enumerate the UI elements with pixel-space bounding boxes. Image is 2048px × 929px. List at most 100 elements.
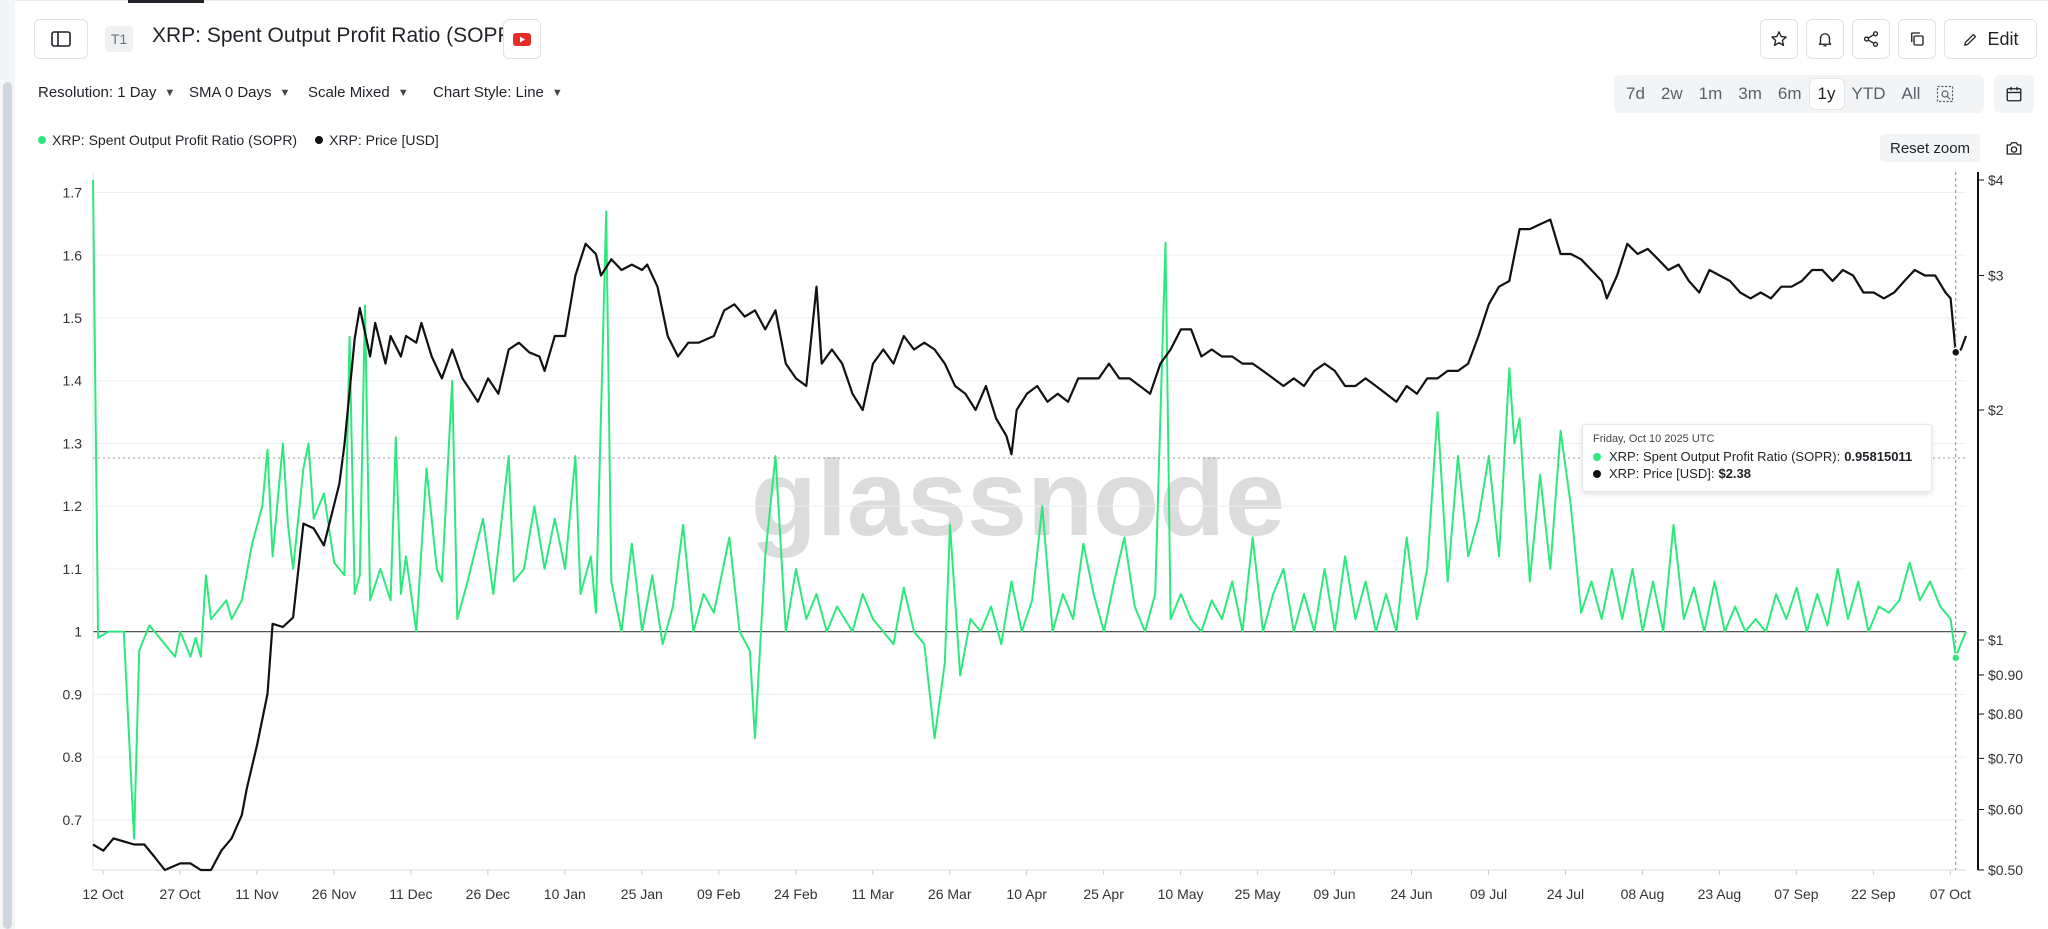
scale-label: Scale Mixed [308,84,390,101]
x-tick-label: 10 May [1158,886,1204,902]
sidebar-toggle-button[interactable] [34,19,88,59]
legend-label: XRP: Spent Output Profit Ratio (SOPR) [52,132,298,148]
chart-style-label: Chart Style: Line [433,84,544,101]
chevron-down-icon: ▼ [164,86,176,99]
chevron-down-icon: ▼ [551,86,563,99]
screenshot-button[interactable] [2000,134,2028,162]
series-lines [92,179,1968,872]
sopr-line [92,179,1967,840]
sma-label: SMA 0 Days [189,84,272,101]
x-tick-label: 25 Jan [621,886,663,902]
crosshair-point-sopr [1950,653,1961,663]
range-ytd[interactable]: YTD [1851,84,1886,103]
favorite-button[interactable] [1760,19,1798,59]
alert-button[interactable] [1806,19,1844,59]
x-tick-label: 11 Mar [851,886,894,902]
pencil-icon [1964,33,1977,46]
reset-zoom-button[interactable]: Reset zoom [1880,134,1981,162]
y-right-tick-label: $0.70 [1988,750,2023,766]
y-tick-label: 1.4 [63,373,83,389]
edit-label: Edit [1987,28,2019,49]
y-tick-label: 0.8 [63,749,83,765]
resolution-label: Resolution: 1 Day [38,84,157,101]
x-tick-label: 11 Dec [389,886,432,902]
tooltip-row-sopr: XRP: Spent Output Profit Ratio (SOPR): 0.… [1593,449,1921,464]
youtube-icon [513,32,531,46]
x-tick-label: 26 Mar [928,886,972,902]
calendar-icon [2006,86,2022,102]
y-right-tick-label: $0.80 [1988,706,2023,722]
y-right-tick-label: $0.60 [1988,802,2023,818]
sidebar-toggle-icon [51,31,71,47]
time-range-selector: 7d 2w 1m 3m 6m 1y YTD All [1614,75,1984,113]
y-tick-label: 1.5 [63,310,83,326]
legend-label: XRP: Price [USD] [329,132,439,148]
scrollbar-thumb[interactable] [3,82,12,929]
x-tick-label: 10 Apr [1006,886,1047,902]
tooltip-sopr-value: 0.95815011 [1844,449,1913,464]
camera-icon [2006,142,2022,155]
x-tick-label: 09 Jul [1470,886,1507,902]
y-tick-label: 1.1 [63,561,83,577]
scale-dropdown[interactable]: Scale Mixed ▼ [308,84,409,101]
edit-button[interactable]: Edit [1944,19,2037,59]
range-7d[interactable]: 7d [1626,84,1645,103]
chart-tooltip: Friday, Oct 10 2025 UTC XRP: Spent Outpu… [1582,424,1932,492]
x-tick-label: 24 Jun [1391,886,1433,902]
legend-item-price[interactable]: XRP: Price [USD] [315,132,439,148]
share-button[interactable] [1852,19,1890,59]
x-tick-label: 24 Feb [774,886,818,902]
range-1y[interactable]: 1y [1809,79,1844,109]
star-icon [1771,31,1787,47]
x-tick-label: 07 Sep [1774,886,1819,902]
y-right-tick-label: $4 [1988,172,2004,188]
top-border [15,0,2048,1]
youtube-button[interactable] [503,19,541,59]
page-scrollbar[interactable] [0,0,15,929]
y-tick-label: 0.7 [63,812,83,828]
price-line [92,218,1968,872]
range-1m[interactable]: 1m [1698,84,1723,103]
duplicate-button[interactable] [1898,19,1936,59]
left-axis: 0.7 0.8 0.9 1 1.1 1.2 1.3 1.4 1.5 1.6 1.7 [63,185,83,828]
tooltip-price-value: $2.38 [1718,466,1752,481]
x-tick-label: 12 Oct [82,886,123,902]
x-tick-label: 09 Feb [697,886,741,902]
page-title: XRP: Spent Output Profit Ratio (SOPR) [152,24,520,47]
tooltip-row-price: XRP: Price [USD]: $2.38 [1593,466,1921,481]
sma-dropdown[interactable]: SMA 0 Days ▼ [189,84,290,101]
legend-item-sopr[interactable]: XRP: Spent Output Profit Ratio (SOPR) [38,132,297,148]
range-all[interactable]: All [1901,84,1921,103]
tier-badge: T1 [105,26,133,52]
x-tick-label: 25 Apr [1083,886,1124,902]
tooltip-date: Friday, Oct 10 2025 UTC [1593,433,1715,445]
y-tick-label: 0.9 [63,686,83,702]
x-tick-label: 26 Dec [466,886,510,902]
chart-style-dropdown[interactable]: Chart Style: Line ▼ [433,84,563,101]
share-icon [1863,31,1879,47]
x-tick-label: 23 Aug [1698,886,1742,902]
range-2w[interactable]: 2w [1660,84,1683,103]
y-tick-label: 1.3 [63,435,83,451]
copy-icon [1911,32,1924,46]
x-axis: 12 Oct 27 Oct 11 Nov 26 Nov 11 Dec 26 Dec 10 J… [82,870,1971,902]
zoom-select-button[interactable] [1928,79,1962,109]
y-tick-label: 1.2 [63,498,83,514]
date-picker-button[interactable] [1994,75,2034,113]
range-6m[interactable]: 6m [1777,84,1802,103]
chart-legend: XRP: Spent Output Profit Ratio (SOPR) XR… [38,132,457,148]
tooltip-dot [1593,452,1601,461]
tooltip-price-label: XRP: Price [USD]: [1609,466,1715,481]
tooltip-dot [1593,469,1601,478]
y-right-tick-label: $2 [1988,402,2004,418]
y-right-tick-label: $1 [1988,632,2004,648]
top-accent-bar [128,0,204,3]
x-tick-label: 10 Jan [544,886,586,902]
chevron-down-icon: ▼ [397,86,409,99]
y-tick-label: 1 [74,624,82,640]
watermark: glassnode [751,437,1285,558]
resolution-dropdown[interactable]: Resolution: 1 Day ▼ [38,84,175,101]
bell-icon [1818,33,1832,47]
range-3m[interactable]: 3m [1738,84,1762,103]
